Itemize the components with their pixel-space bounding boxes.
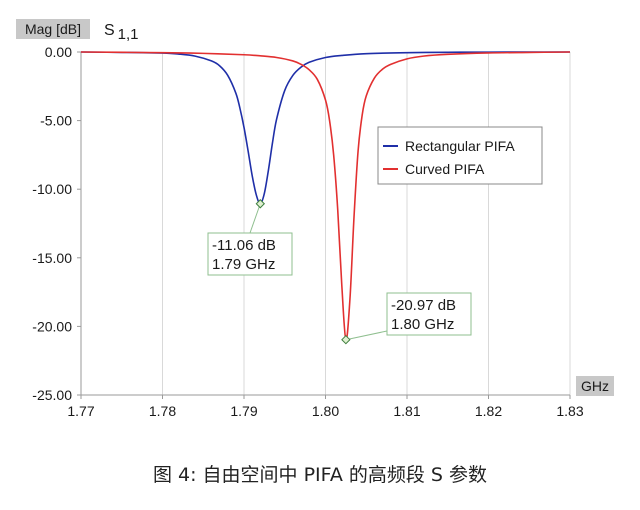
x-tick-label: 1.83 — [556, 403, 583, 419]
annotation-leader — [345, 330, 388, 341]
y-tick-label: -25.00 — [32, 387, 72, 403]
annotations: -11.06 dB 1.79 GHz -20.97 dB 1.80 GHz — [207, 199, 472, 345]
annotation-box — [386, 292, 472, 336]
series-lines — [80, 51, 571, 341]
annotation-frequency: 1.79 GHz — [212, 256, 275, 273]
y-tick-label: -5.00 — [40, 113, 72, 129]
ylabel: Mag [dB] — [25, 21, 81, 37]
x-tick-label: 1.80 — [312, 403, 339, 419]
y-tick-label: 0.00 — [45, 44, 72, 60]
annotation-marker — [255, 199, 266, 209]
x-tick-labels: 1.77 1.78 1.79 1.80 1.81 1.82 1.83 — [67, 395, 584, 419]
grid — [162, 52, 571, 395]
legend-label-curved: Curved PIFA — [405, 161, 485, 177]
series-line-rectangular-pifa — [80, 51, 571, 205]
annotation-leader — [249, 203, 261, 234]
annotation-value: -20.97 dB — [391, 297, 456, 314]
xlabel: GHz — [581, 378, 609, 394]
xlabel-tag: GHz — [576, 376, 614, 396]
y-tick-labels: 0.00 -5.00 -10.00 -15.00 -20.00 -25.00 — [32, 44, 81, 403]
y-tick-label: -20.00 — [32, 318, 72, 334]
annotation-marker — [341, 335, 351, 345]
y-tick-label: -15.00 — [32, 250, 72, 266]
ylabel-tag: Mag [dB] — [16, 19, 90, 39]
x-tick-label: 1.82 — [475, 403, 502, 419]
figure-caption: 图 4: 自由空间中 PIFA 的高频段 S 参数 — [152, 464, 488, 486]
x-tick-label: 1.78 — [149, 403, 176, 419]
annotation-value: -11.06 dB — [212, 237, 276, 254]
x-tick-label: 1.77 — [67, 403, 94, 419]
s11-chart: 0.00-5.00-10.00-15.00-20.00-25.00 1.77 1.… — [16, 19, 614, 419]
legend-label-rectangular: Rectangular PIFA — [405, 138, 515, 154]
y-tick-label: -10.00 — [32, 181, 72, 197]
legend-box — [377, 126, 543, 185]
chart-title: S 1,1 — [104, 22, 139, 43]
chart-title-sub: 1,1 — [118, 26, 139, 43]
series-line-curved-pifa — [80, 51, 571, 341]
x-tick-label: 1.79 — [230, 403, 257, 419]
chart-title-main: S — [104, 22, 115, 39]
legend: Rectangular PIFA Curved PIFA — [377, 126, 543, 185]
annotation-box — [207, 232, 293, 276]
annotation-frequency: 1.80 GHz — [391, 316, 454, 333]
x-tick-label: 1.81 — [393, 403, 420, 419]
